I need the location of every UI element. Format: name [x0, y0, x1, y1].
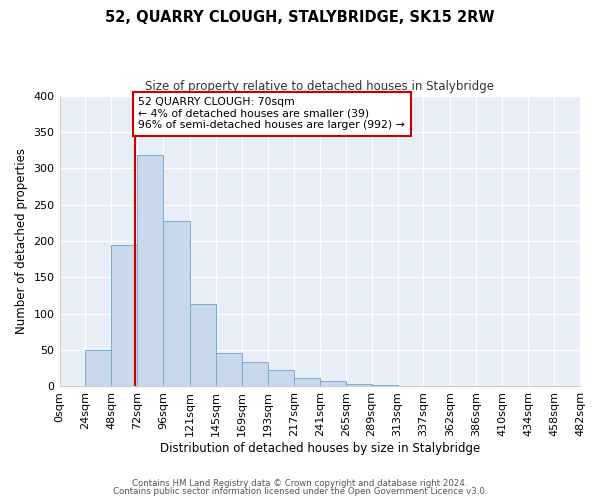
Title: Size of property relative to detached houses in Stalybridge: Size of property relative to detached ho…	[145, 80, 494, 93]
Bar	[242, 362, 268, 386]
Y-axis label: Number of detached properties: Number of detached properties	[15, 148, 28, 334]
Bar	[320, 382, 346, 386]
X-axis label: Distribution of detached houses by size in Stalybridge: Distribution of detached houses by size …	[160, 442, 480, 455]
Bar	[371, 385, 398, 386]
Bar	[163, 222, 190, 386]
Bar	[137, 155, 163, 386]
Bar	[216, 353, 242, 386]
Bar	[112, 244, 137, 386]
Bar	[268, 370, 294, 386]
Text: 52 QUARRY CLOUGH: 70sqm
← 4% of detached houses are smaller (39)
96% of semi-det: 52 QUARRY CLOUGH: 70sqm ← 4% of detached…	[139, 97, 405, 130]
Text: Contains public sector information licensed under the Open Government Licence v3: Contains public sector information licen…	[113, 487, 487, 496]
Bar	[346, 384, 371, 386]
Text: Contains HM Land Registry data © Crown copyright and database right 2024.: Contains HM Land Registry data © Crown c…	[132, 478, 468, 488]
Bar	[85, 350, 112, 387]
Bar	[294, 378, 320, 386]
Bar	[190, 304, 216, 386]
Text: 52, QUARRY CLOUGH, STALYBRIDGE, SK15 2RW: 52, QUARRY CLOUGH, STALYBRIDGE, SK15 2RW	[105, 10, 495, 25]
